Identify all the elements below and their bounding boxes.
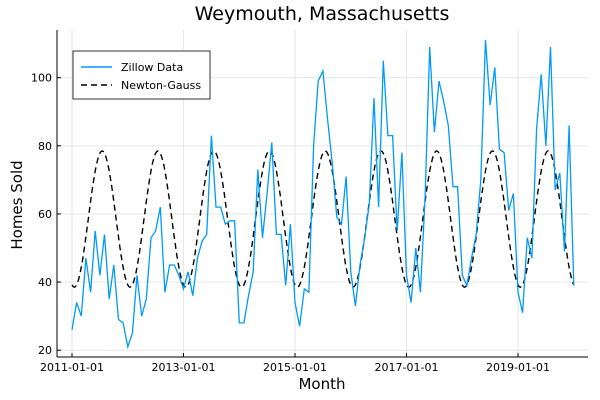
legend: Zillow Data Newton-Gauss [72, 50, 211, 100]
series-line-newton-gauss [71, 150, 575, 288]
tick-labels: 2011-01-01 2013-01-01 2015-01-01 2017-01-01… [31, 72, 550, 374]
series-line-zillow-data [71, 40, 575, 350]
legend-box [72, 50, 211, 100]
x-tick-label: 2015-01-01 [263, 361, 327, 374]
y-tick-label: 60 [38, 208, 52, 221]
y-axis-label: Homes Sold [8, 160, 26, 249]
y-tick-label: 40 [38, 276, 52, 289]
legend-label-newton-gauss: Newton-Gauss [121, 79, 201, 92]
x-tick-label: 2013-01-01 [152, 361, 216, 374]
y-tick-label: 80 [38, 140, 52, 153]
axes [56, 30, 588, 358]
x-tick-label: 2011-01-01 [40, 361, 104, 374]
x-axis-label: Month [298, 375, 345, 393]
series-layer [71, 40, 575, 350]
y-tick-label: 100 [31, 72, 52, 85]
x-tick-label: 2017-01-01 [375, 361, 439, 374]
y-tick-label: 20 [38, 344, 52, 357]
x-tick-label: 2019-01-01 [486, 361, 550, 374]
legend-label-zillow-data: Zillow Data [121, 61, 183, 74]
chart-title: Weymouth, Massachusetts [195, 3, 450, 25]
